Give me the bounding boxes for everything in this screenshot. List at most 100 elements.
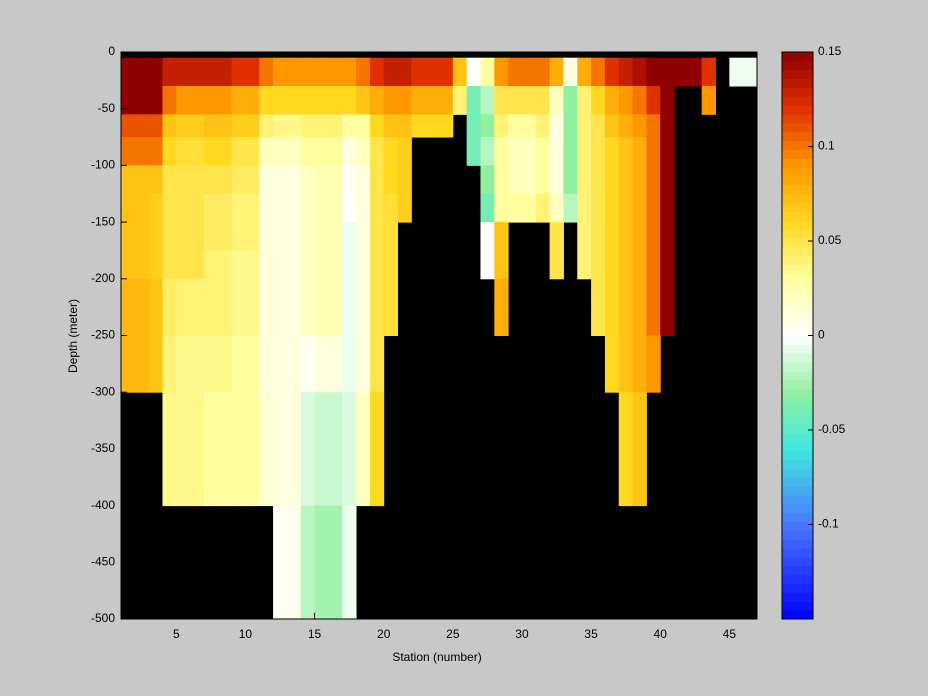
heat-cell bbox=[259, 57, 274, 87]
heat-cell bbox=[286, 114, 302, 138]
heat-cell bbox=[245, 307, 260, 336]
y-tick-label: -200 bbox=[91, 271, 115, 285]
heat-cell bbox=[632, 250, 647, 280]
heat-cell bbox=[480, 137, 495, 166]
colorbar-band bbox=[782, 220, 813, 230]
heat-cell bbox=[356, 335, 371, 393]
heat-cell bbox=[508, 86, 523, 115]
heat-cell bbox=[383, 193, 399, 223]
colorbar-band bbox=[782, 592, 813, 602]
x-tick-label: 10 bbox=[239, 627, 253, 641]
heat-cell bbox=[148, 193, 163, 223]
heat-cell bbox=[148, 335, 163, 393]
colorbar-band bbox=[782, 344, 813, 354]
heat-cell bbox=[259, 114, 274, 138]
heat-cell bbox=[452, 86, 468, 115]
heat-cell bbox=[190, 137, 205, 166]
heat-cell bbox=[660, 307, 675, 336]
heat-cell bbox=[342, 392, 357, 507]
heat-cell bbox=[190, 222, 205, 251]
colorbar-band bbox=[782, 300, 813, 310]
heat-cell bbox=[383, 278, 399, 308]
heat-cell bbox=[342, 193, 357, 223]
colorbar-band bbox=[782, 114, 813, 124]
heat-cell bbox=[273, 250, 288, 280]
colorbar-band bbox=[782, 397, 813, 407]
heat-cell bbox=[508, 193, 523, 223]
heat-cell bbox=[314, 278, 329, 308]
heat-cell bbox=[369, 335, 385, 393]
heat-cell bbox=[425, 114, 440, 138]
colorbar-band bbox=[782, 229, 813, 239]
y-tick-label: -450 bbox=[91, 554, 115, 568]
heat-cell bbox=[480, 250, 495, 280]
heat-cell bbox=[577, 114, 592, 138]
heat-cell bbox=[604, 250, 620, 280]
x-tick-label: 30 bbox=[515, 627, 529, 641]
heat-cell bbox=[646, 222, 661, 251]
heat-cell bbox=[314, 222, 329, 251]
heat-cell bbox=[176, 222, 191, 251]
heat-cell bbox=[369, 250, 385, 280]
colorbar-band bbox=[782, 273, 813, 283]
heat-cell bbox=[618, 392, 634, 507]
heat-cell bbox=[535, 165, 551, 195]
heat-cell bbox=[300, 278, 316, 308]
heat-cell bbox=[273, 278, 288, 308]
heat-cell bbox=[162, 250, 177, 280]
heat-cell bbox=[577, 250, 592, 280]
heat-cell bbox=[646, 278, 661, 308]
heat-cell bbox=[134, 222, 150, 251]
heat-cell bbox=[494, 307, 509, 336]
heat-cell bbox=[591, 307, 606, 336]
colorbar-tick-label: -0.05 bbox=[818, 422, 846, 436]
colorbar-band bbox=[782, 574, 813, 585]
heat-cell bbox=[203, 392, 219, 507]
heat-cell bbox=[300, 250, 316, 280]
heat-cell bbox=[190, 114, 205, 138]
heat-cell bbox=[549, 222, 564, 251]
colorbar-band bbox=[782, 494, 813, 505]
heat-cell bbox=[342, 335, 357, 393]
heat-cell bbox=[245, 193, 260, 223]
heat-cell bbox=[134, 335, 150, 393]
heat-cell bbox=[203, 86, 219, 115]
heat-cell bbox=[494, 57, 509, 87]
heat-cell bbox=[300, 193, 316, 223]
heat-cell bbox=[646, 335, 661, 393]
heat-cell bbox=[245, 392, 260, 507]
y-tick-label: -100 bbox=[91, 158, 115, 172]
colorbar-band bbox=[782, 548, 813, 558]
heat-cell bbox=[328, 86, 343, 115]
colorbar-band bbox=[782, 158, 813, 168]
heat-cell bbox=[314, 86, 329, 115]
heat-cell bbox=[466, 114, 481, 138]
heat-cell bbox=[148, 307, 163, 336]
heat-cell bbox=[148, 278, 163, 308]
colorbar-band bbox=[782, 486, 813, 496]
colorbar-band bbox=[782, 193, 813, 204]
heat-cell bbox=[286, 250, 302, 280]
heat-cell bbox=[286, 86, 302, 115]
heat-cell bbox=[356, 278, 371, 308]
heat-cell bbox=[383, 250, 399, 280]
heat-cell bbox=[632, 392, 647, 507]
heat-cell bbox=[577, 57, 592, 87]
heat-cell bbox=[369, 165, 385, 195]
heat-cell bbox=[577, 165, 592, 195]
heat-cell bbox=[273, 86, 288, 115]
heat-cell bbox=[494, 222, 509, 251]
heat-cell bbox=[439, 57, 454, 87]
colorbar-band bbox=[782, 415, 813, 425]
colorbar-tick-label: 0 bbox=[818, 328, 825, 342]
heat-cell bbox=[217, 114, 233, 138]
heat-cell bbox=[231, 278, 246, 308]
heat-cell bbox=[577, 222, 592, 251]
heat-cell bbox=[577, 137, 592, 166]
heat-cell bbox=[217, 165, 233, 195]
heat-cell bbox=[591, 278, 606, 308]
heat-cell bbox=[231, 114, 246, 138]
heat-cell bbox=[245, 335, 260, 393]
heat-cell bbox=[632, 278, 647, 308]
heat-cell bbox=[466, 86, 481, 115]
